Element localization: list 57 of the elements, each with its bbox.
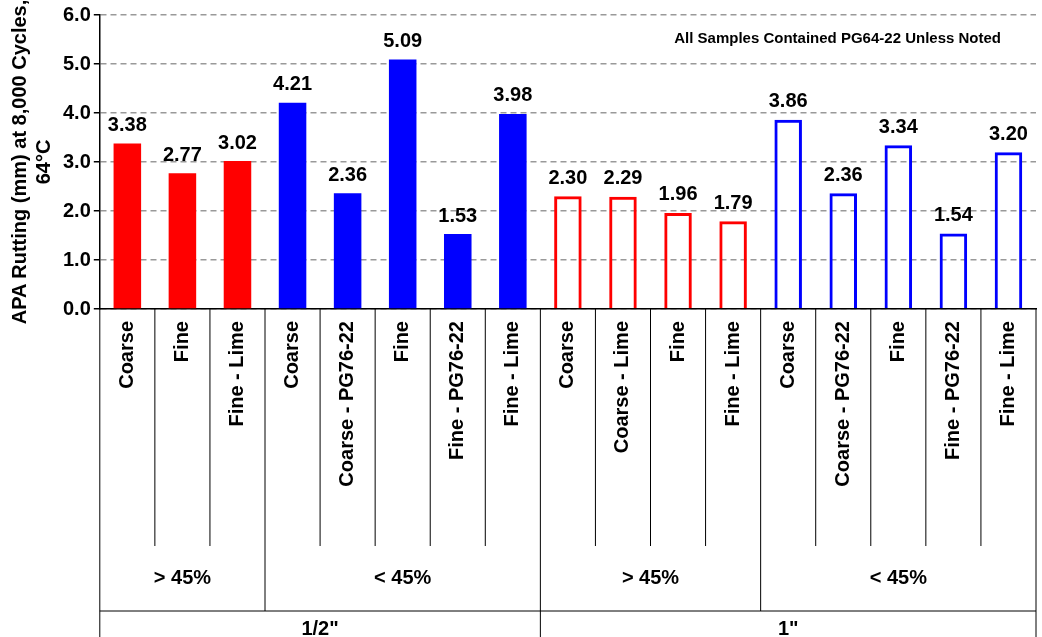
x-tick-label: Fine	[885, 321, 908, 363]
data-label: 2.30	[548, 165, 588, 188]
x-tick-label: Coarse	[555, 321, 578, 389]
x-tick-label: Fine - Lime	[720, 321, 743, 427]
data-label: 2.36	[328, 162, 368, 185]
x-tick-label: Coarse - PG76-22	[335, 321, 358, 487]
data-label: 1.54	[933, 203, 974, 226]
bar	[113, 143, 142, 309]
bar	[333, 193, 362, 309]
data-label: 3.02	[218, 130, 257, 153]
y-tick-label: 0.0	[62, 296, 91, 319]
data-label: 1.96	[658, 182, 698, 205]
x-tick-label: Fine	[169, 321, 192, 363]
annotation: All Samples Contained PG64-22 Unless Noted	[674, 29, 1001, 47]
data-label: 3.98	[493, 83, 533, 106]
x-tick-label: Coarse	[280, 321, 303, 389]
y-tick-label: 1.0	[62, 247, 91, 270]
text: < 45%	[869, 566, 928, 589]
data-label: 4.21	[273, 72, 313, 95]
text: > 45%	[621, 566, 680, 589]
x-tick-label: Fine - PG76-22	[445, 321, 468, 460]
x-tick-label: Coarse - PG76-22	[830, 321, 853, 487]
bar	[278, 102, 307, 309]
text: 1/2"	[301, 616, 339, 637]
bar	[443, 234, 472, 309]
y-tick-label: 2.0	[62, 198, 91, 221]
text: 1"	[777, 616, 799, 637]
x-tick-label: Fine - Lime	[500, 321, 523, 427]
data-label: 3.20	[989, 121, 1028, 144]
data-label: 1.53	[438, 203, 478, 226]
bar	[388, 59, 417, 309]
data-label: 3.86	[768, 89, 808, 112]
bar	[168, 173, 197, 309]
x-tick-label: Fine - Lime	[995, 321, 1018, 427]
y-tick-label: 3.0	[62, 149, 91, 172]
x-tick-label: Fine - PG76-22	[940, 321, 963, 460]
x-tick-label: Coarse	[775, 321, 798, 389]
data-label: 2.77	[162, 142, 202, 165]
y-tick-label: 6.0	[62, 2, 91, 25]
data-label: 2.36	[823, 162, 863, 185]
x-tick-label: Coarse	[114, 321, 137, 389]
y-tick-label: 5.0	[62, 51, 91, 74]
y-tick-label: 4.0	[62, 100, 91, 123]
x-tick-label: Fine - Lime	[224, 321, 247, 427]
data-label: 5.09	[383, 29, 423, 52]
text: > 45%	[153, 566, 212, 589]
data-label: 3.38	[107, 112, 147, 135]
data-label: 3.34	[878, 114, 919, 137]
bar	[499, 113, 527, 309]
x-tick-label: Fine	[665, 321, 688, 363]
y-axis-title: APA Rutting (mm) at 8,000 Cycles, 64°C	[7, 0, 54, 325]
bar	[223, 161, 252, 309]
x-tick-label: Fine	[390, 321, 413, 363]
x-tick-label: Coarse - Lime	[610, 321, 633, 454]
data-label: 2.29	[603, 166, 643, 189]
data-label: 1.79	[713, 190, 753, 213]
text: < 45%	[374, 566, 432, 589]
